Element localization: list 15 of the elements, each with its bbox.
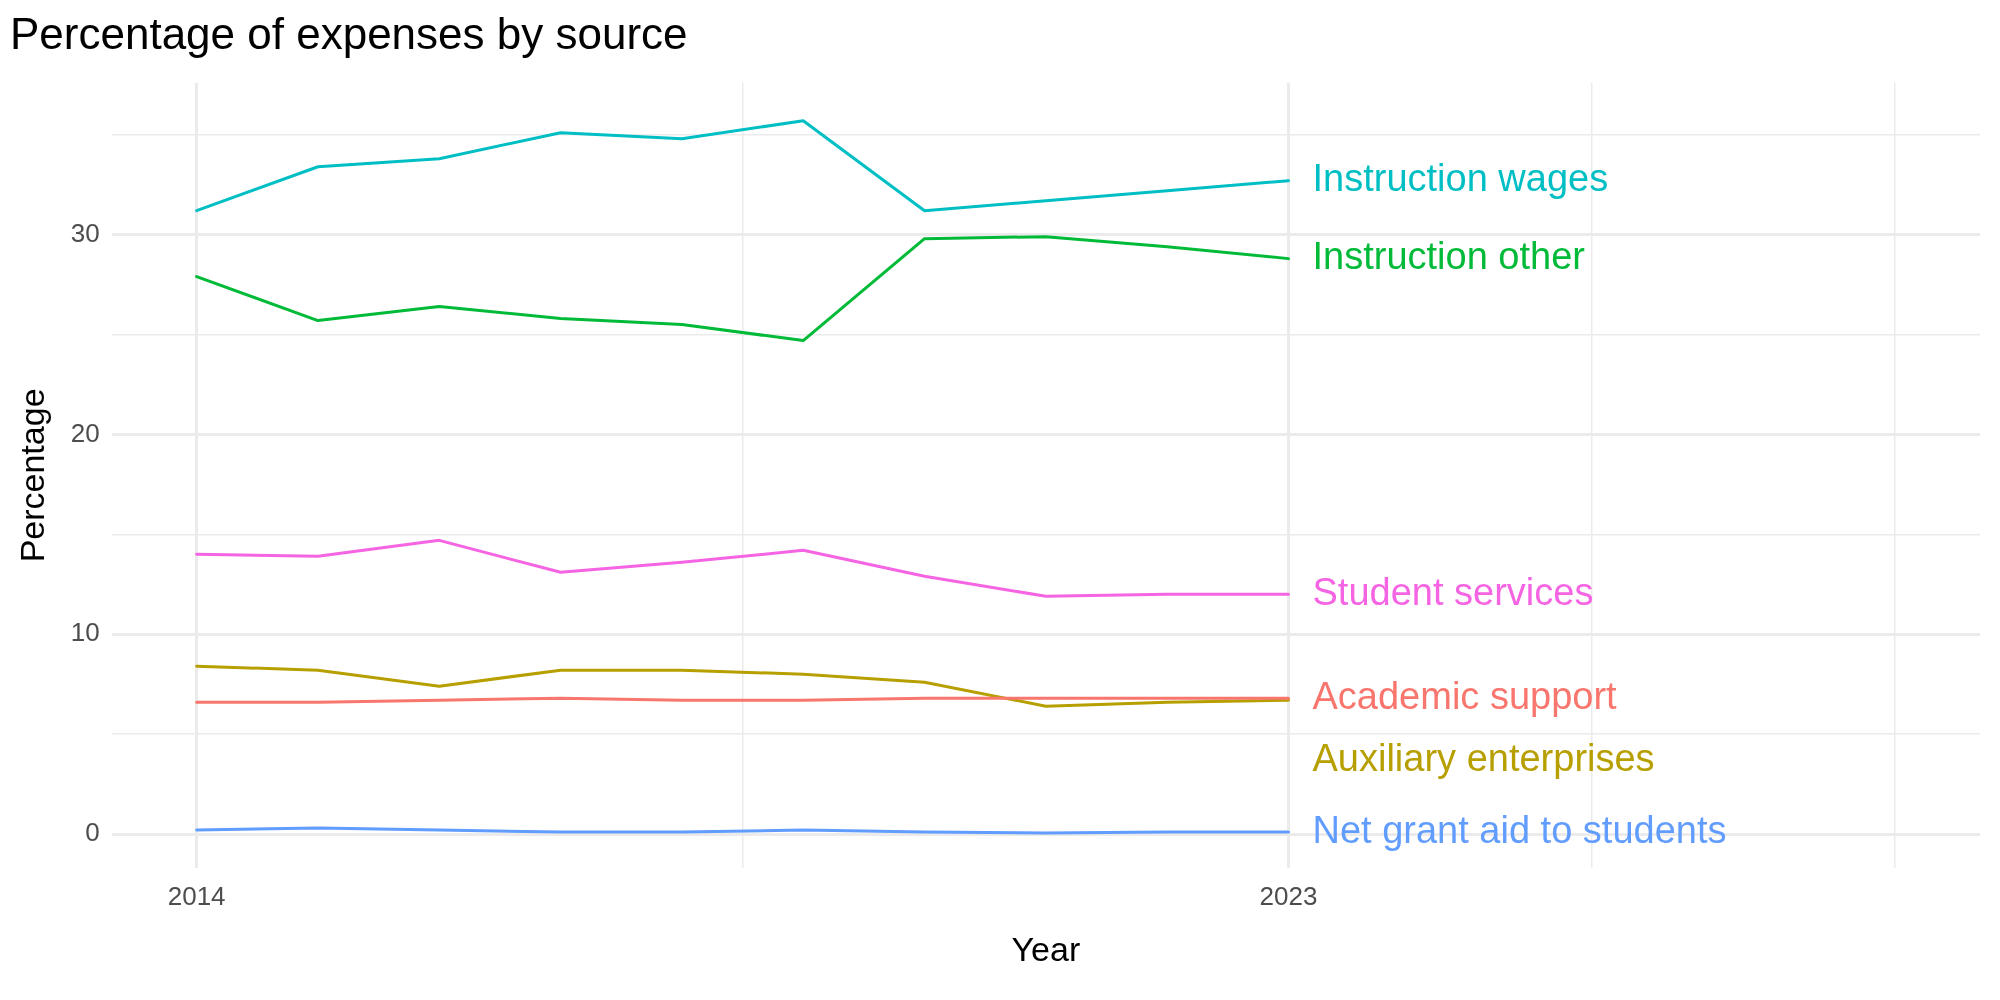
- y-tick-label: 10: [70, 617, 100, 648]
- series-label: Instruction wages: [1312, 157, 1609, 200]
- series-label: Student services: [1312, 570, 1594, 613]
- x-axis-title: Year: [1011, 929, 1081, 968]
- x-tick-label: 2014: [167, 880, 226, 911]
- x-tick-label: 2023: [1259, 880, 1318, 911]
- series-label: Auxiliary enterprises: [1312, 736, 1655, 779]
- chart-title: Percentage of expenses by source: [10, 8, 688, 58]
- series-label: Instruction other: [1312, 235, 1586, 278]
- y-tick-label: 0: [85, 817, 100, 848]
- y-tick-label: 30: [70, 217, 100, 248]
- series-label: Academic support: [1312, 674, 1618, 717]
- y-axis-title: Percentage: [12, 388, 51, 563]
- series-label: Net grant aid to students: [1312, 808, 1727, 851]
- y-tick-label: 20: [70, 417, 100, 448]
